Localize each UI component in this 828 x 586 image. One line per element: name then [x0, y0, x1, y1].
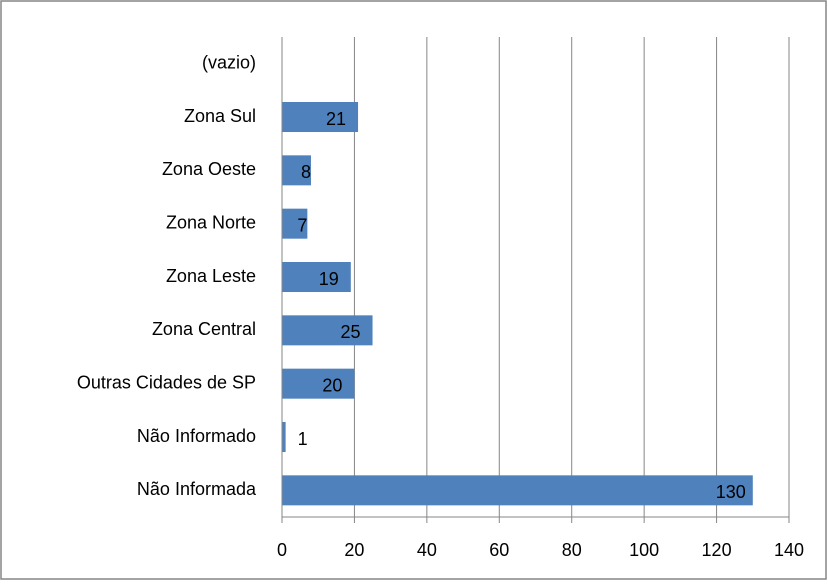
y-tick-label: Outras Cidades de SP: [77, 372, 256, 392]
x-tick-label: 40: [417, 540, 437, 560]
y-tick-label: Zona Sul: [184, 106, 256, 126]
data-label: 21: [326, 109, 346, 129]
data-label: 20: [322, 375, 342, 395]
y-tick-label: Zona Oeste: [162, 159, 256, 179]
data-label: 25: [341, 322, 361, 342]
data-label: 8: [301, 162, 311, 182]
data-label: 7: [297, 215, 307, 235]
bar: [282, 475, 753, 506]
data-label: 130: [716, 482, 746, 502]
y-tick-label: (vazio): [202, 52, 256, 72]
x-tick-label: 80: [562, 540, 582, 560]
x-tick-label: 120: [702, 540, 732, 560]
y-tick-label: Não Informado: [137, 426, 256, 446]
x-tick-label: 60: [489, 540, 509, 560]
bar: [282, 315, 373, 346]
x-tick-label: 100: [629, 540, 659, 560]
bar: [282, 102, 359, 132]
x-tick-label: 140: [774, 540, 804, 560]
y-tick-label: Não Informada: [137, 479, 257, 499]
bar: [282, 208, 308, 239]
bar: [282, 262, 351, 292]
bar: [282, 422, 286, 452]
bar: [282, 155, 311, 186]
y-tick-label: Zona Norte: [166, 212, 256, 232]
y-tick-label: Zona Central: [152, 319, 256, 339]
y-tick-label: Zona Leste: [166, 266, 256, 286]
data-label: 1: [298, 429, 308, 449]
x-tick-label: 0: [277, 540, 287, 560]
bar: [282, 368, 355, 399]
x-tick-label: 20: [344, 540, 364, 560]
data-label: 19: [319, 269, 339, 289]
